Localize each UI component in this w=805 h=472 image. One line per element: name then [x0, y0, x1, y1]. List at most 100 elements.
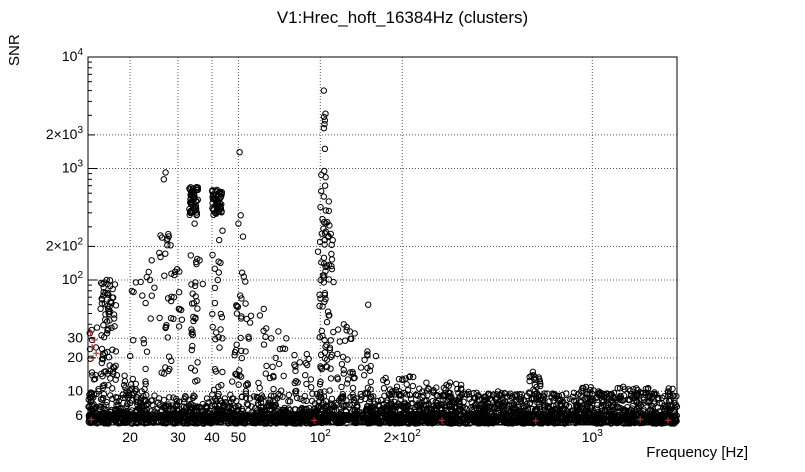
data-point	[633, 392, 641, 400]
data-point	[240, 273, 248, 280]
data-point	[163, 416, 171, 423]
data-point	[246, 319, 254, 326]
data-point	[344, 380, 351, 387]
data-point	[536, 396, 543, 403]
data-point	[158, 234, 166, 241]
data-point	[162, 250, 169, 257]
data-point	[252, 404, 259, 412]
data-point	[219, 335, 226, 342]
data-point	[531, 406, 539, 414]
data-point	[252, 415, 259, 422]
x-tick-label: 102	[310, 428, 332, 445]
data-point	[563, 396, 570, 404]
data-point	[142, 378, 149, 385]
data-point	[192, 198, 200, 205]
data-point	[98, 345, 106, 353]
data-point	[343, 397, 350, 404]
data-point	[164, 295, 172, 302]
data-point	[276, 409, 284, 416]
data-point	[320, 113, 328, 121]
y-tick-label: 104	[62, 47, 84, 64]
data-point	[216, 236, 223, 244]
data-point	[238, 269, 246, 276]
data-point	[317, 203, 324, 211]
data-point	[200, 410, 208, 417]
data-point	[577, 405, 585, 413]
data-point	[237, 292, 244, 299]
data-point	[226, 402, 234, 410]
data-point	[260, 305, 267, 313]
data-point	[322, 263, 329, 271]
data-point	[625, 396, 632, 403]
data-point	[193, 403, 201, 410]
data-point	[316, 291, 323, 298]
data-point	[292, 390, 299, 397]
data-point	[433, 392, 441, 400]
data-point	[308, 384, 315, 391]
data-point	[213, 398, 220, 405]
data-point	[317, 378, 324, 385]
data-point	[154, 410, 161, 417]
data-point	[169, 402, 176, 409]
data-point	[164, 334, 172, 341]
data-point	[106, 317, 113, 324]
data-point	[173, 266, 181, 273]
data-point	[188, 198, 195, 205]
data-point	[347, 369, 354, 376]
data-point	[523, 414, 530, 421]
data-point	[93, 324, 101, 331]
data-point	[132, 380, 140, 388]
data-point	[236, 149, 243, 156]
data-point	[558, 410, 565, 417]
data-point	[367, 386, 374, 393]
data-point	[326, 387, 333, 394]
data-point	[193, 186, 201, 194]
data-point	[479, 401, 486, 408]
data-point	[142, 365, 149, 373]
data-point	[175, 289, 183, 296]
data-point	[155, 399, 162, 406]
data-point	[438, 409, 445, 417]
data-point	[328, 250, 335, 258]
data-point	[645, 392, 652, 399]
data-point	[170, 294, 178, 301]
data-point	[541, 390, 548, 397]
data-point	[233, 302, 240, 309]
data-point	[130, 288, 137, 296]
data-point	[322, 267, 329, 275]
data-point	[250, 393, 258, 400]
data-point	[599, 416, 606, 423]
data-point	[320, 219, 328, 226]
data-point	[99, 384, 107, 392]
data-point	[190, 300, 198, 307]
data-point	[211, 299, 219, 307]
data-point	[148, 257, 155, 264]
data-point	[628, 417, 635, 425]
data-point	[171, 271, 178, 279]
data-point	[194, 420, 201, 427]
data-point	[349, 391, 356, 398]
data-point	[616, 385, 624, 392]
data-point	[374, 397, 381, 405]
data-point	[99, 396, 106, 404]
data-point	[275, 360, 283, 368]
data-point	[294, 379, 301, 386]
data-point	[401, 410, 408, 417]
data-point	[303, 397, 310, 405]
data-point	[578, 387, 585, 395]
data-point	[314, 248, 322, 255]
data-point	[292, 367, 299, 375]
data-point	[466, 409, 473, 416]
data-point	[272, 354, 279, 362]
data-point	[494, 394, 501, 401]
data-point	[358, 393, 365, 400]
data-point	[175, 323, 183, 330]
data-point	[546, 398, 553, 405]
data-point	[463, 415, 471, 422]
data-point	[305, 355, 312, 363]
data-point	[339, 353, 347, 361]
data-point	[344, 376, 352, 383]
data-point	[517, 396, 524, 403]
data-point	[278, 387, 285, 394]
y-tick-label: 10	[67, 382, 83, 398]
